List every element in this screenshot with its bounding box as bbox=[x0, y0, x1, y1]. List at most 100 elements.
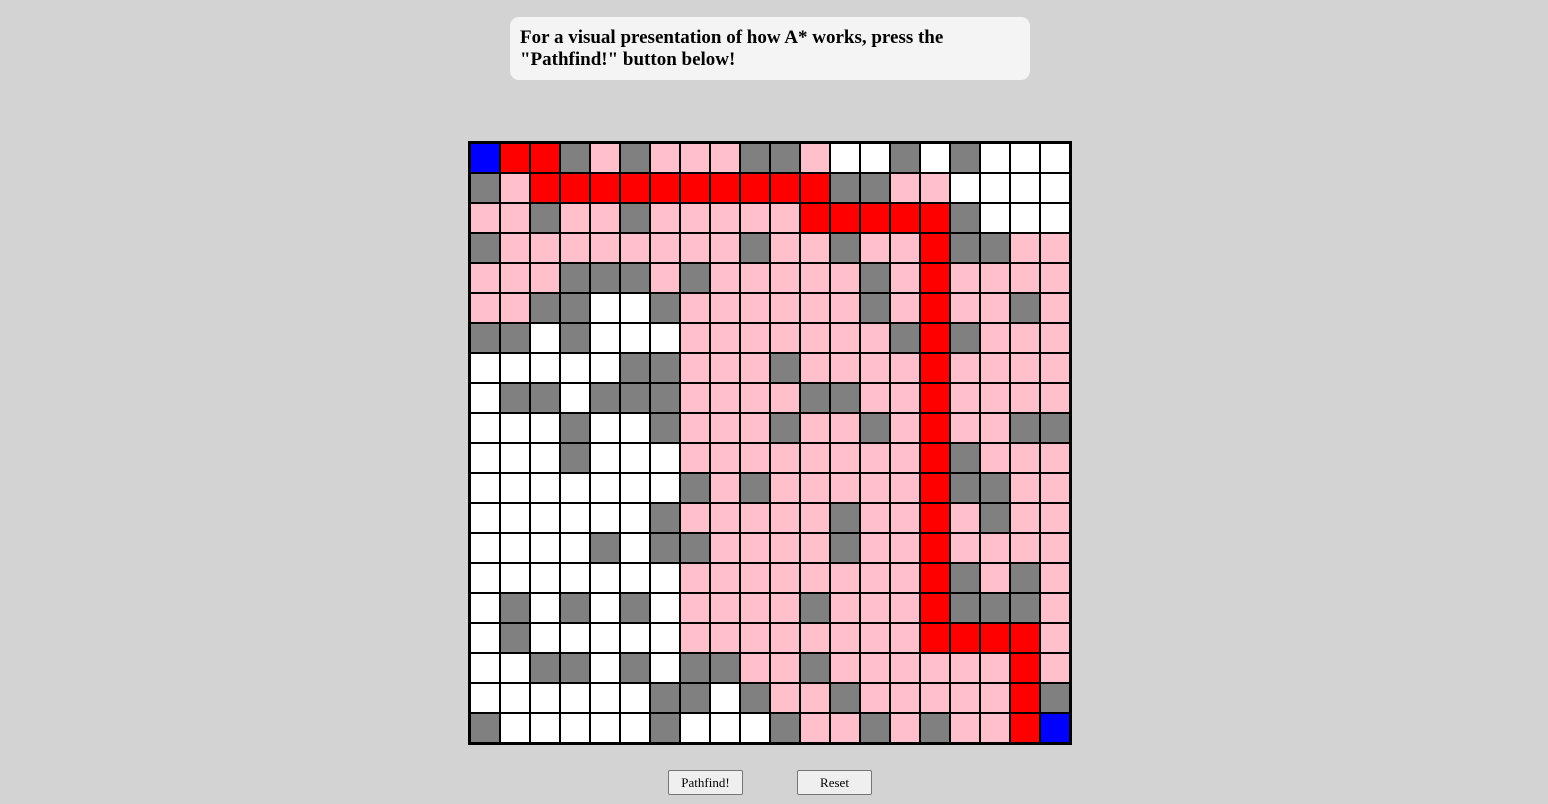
grid-cell-explored[interactable] bbox=[830, 443, 860, 473]
grid-cell-explored[interactable] bbox=[710, 533, 740, 563]
grid-cell-explored[interactable] bbox=[680, 593, 710, 623]
grid-cell-path[interactable] bbox=[920, 353, 950, 383]
grid-cell-empty[interactable] bbox=[530, 563, 560, 593]
grid-cell-wall[interactable] bbox=[830, 683, 860, 713]
grid-cell-explored[interactable] bbox=[530, 233, 560, 263]
grid-cell-explored[interactable] bbox=[890, 413, 920, 443]
grid-cell-wall[interactable] bbox=[470, 713, 500, 743]
grid-cell-explored[interactable] bbox=[1010, 533, 1040, 563]
grid-cell-explored[interactable] bbox=[800, 293, 830, 323]
grid-cell-wall[interactable] bbox=[650, 293, 680, 323]
grid-cell-wall[interactable] bbox=[530, 383, 560, 413]
grid-cell-explored[interactable] bbox=[1040, 593, 1070, 623]
grid-cell-empty[interactable] bbox=[530, 533, 560, 563]
grid-cell-explored[interactable] bbox=[890, 713, 920, 743]
grid-cell-explored[interactable] bbox=[920, 653, 950, 683]
grid-cell-explored[interactable] bbox=[920, 683, 950, 713]
grid-cell-explored[interactable] bbox=[770, 473, 800, 503]
grid-cell-explored[interactable] bbox=[980, 323, 1010, 353]
grid-cell-explored[interactable] bbox=[770, 263, 800, 293]
grid-cell-explored[interactable] bbox=[800, 683, 830, 713]
grid-cell-empty[interactable] bbox=[620, 563, 650, 593]
grid-cell-empty[interactable] bbox=[530, 443, 560, 473]
grid-cell-wall[interactable] bbox=[620, 353, 650, 383]
grid-cell-explored[interactable] bbox=[710, 593, 740, 623]
grid-cell-explored[interactable] bbox=[1010, 443, 1040, 473]
grid-cell-empty[interactable] bbox=[620, 503, 650, 533]
grid-cell-explored[interactable] bbox=[980, 533, 1010, 563]
grid-cell-wall[interactable] bbox=[740, 683, 770, 713]
grid-cell-explored[interactable] bbox=[740, 623, 770, 653]
grid-cell-explored[interactable] bbox=[980, 713, 1010, 743]
grid-cell-empty[interactable] bbox=[530, 593, 560, 623]
grid-cell-empty[interactable] bbox=[560, 473, 590, 503]
grid-cell-empty[interactable] bbox=[740, 713, 770, 743]
grid-cell-explored[interactable] bbox=[860, 323, 890, 353]
grid-cell-path[interactable] bbox=[920, 383, 950, 413]
grid-cell-explored[interactable] bbox=[980, 683, 1010, 713]
grid-cell-explored[interactable] bbox=[590, 143, 620, 173]
grid-cell-explored[interactable] bbox=[800, 713, 830, 743]
grid-cell-empty[interactable] bbox=[620, 713, 650, 743]
grid-cell-path[interactable] bbox=[920, 293, 950, 323]
grid-cell-empty[interactable] bbox=[620, 323, 650, 353]
grid-cell-explored[interactable] bbox=[740, 563, 770, 593]
grid-cell-explored[interactable] bbox=[710, 443, 740, 473]
grid-cell-explored[interactable] bbox=[860, 653, 890, 683]
grid-cell-explored[interactable] bbox=[830, 413, 860, 443]
grid-cell-empty[interactable] bbox=[590, 653, 620, 683]
grid-cell-endpoint[interactable] bbox=[1040, 713, 1070, 743]
grid-cell-wall[interactable] bbox=[770, 413, 800, 443]
grid-cell-explored[interactable] bbox=[710, 563, 740, 593]
grid-cell-wall[interactable] bbox=[470, 173, 500, 203]
grid-cell-wall[interactable] bbox=[530, 203, 560, 233]
grid-cell-empty[interactable] bbox=[650, 593, 680, 623]
grid-cell-explored[interactable] bbox=[800, 353, 830, 383]
grid-cell-wall[interactable] bbox=[950, 593, 980, 623]
grid-cell-empty[interactable] bbox=[530, 353, 560, 383]
grid-cell-path[interactable] bbox=[740, 173, 770, 203]
grid-cell-explored[interactable] bbox=[980, 443, 1010, 473]
grid-cell-explored[interactable] bbox=[680, 233, 710, 263]
grid-cell-empty[interactable] bbox=[530, 713, 560, 743]
grid-cell-explored[interactable] bbox=[680, 353, 710, 383]
grid-cell-endpoint[interactable] bbox=[470, 143, 500, 173]
grid-cell-empty[interactable] bbox=[860, 143, 890, 173]
grid-cell-explored[interactable] bbox=[830, 623, 860, 653]
grid-cell-empty[interactable] bbox=[1010, 203, 1040, 233]
grid-cell-wall[interactable] bbox=[890, 143, 920, 173]
grid-cell-wall[interactable] bbox=[920, 713, 950, 743]
grid-cell-wall[interactable] bbox=[950, 323, 980, 353]
grid-cell-explored[interactable] bbox=[740, 593, 770, 623]
grid-cell-empty[interactable] bbox=[500, 683, 530, 713]
grid-cell-wall[interactable] bbox=[800, 383, 830, 413]
grid-cell-wall[interactable] bbox=[680, 473, 710, 503]
grid-cell-empty[interactable] bbox=[620, 473, 650, 503]
grid-cell-explored[interactable] bbox=[1040, 383, 1070, 413]
grid-cell-explored[interactable] bbox=[470, 203, 500, 233]
grid-cell-wall[interactable] bbox=[620, 263, 650, 293]
grid-cell-path[interactable] bbox=[1010, 713, 1040, 743]
grid-cell-explored[interactable] bbox=[710, 413, 740, 443]
grid-cell-empty[interactable] bbox=[530, 413, 560, 443]
grid-cell-wall[interactable] bbox=[680, 683, 710, 713]
grid-cell-explored[interactable] bbox=[770, 323, 800, 353]
grid-cell-wall[interactable] bbox=[560, 143, 590, 173]
grid-cell-explored[interactable] bbox=[920, 173, 950, 203]
grid-cell-explored[interactable] bbox=[1040, 563, 1070, 593]
grid-cell-empty[interactable] bbox=[620, 413, 650, 443]
grid-cell-explored[interactable] bbox=[770, 533, 800, 563]
grid-cell-wall[interactable] bbox=[860, 263, 890, 293]
grid-cell-wall[interactable] bbox=[1040, 683, 1070, 713]
grid-cell-explored[interactable] bbox=[980, 413, 1010, 443]
grid-cell-explored[interactable] bbox=[950, 293, 980, 323]
grid-cell-explored[interactable] bbox=[1010, 383, 1040, 413]
grid-cell-explored[interactable] bbox=[890, 503, 920, 533]
grid-cell-explored[interactable] bbox=[800, 503, 830, 533]
grid-cell-empty[interactable] bbox=[680, 713, 710, 743]
grid-cell-wall[interactable] bbox=[560, 593, 590, 623]
grid-cell-wall[interactable] bbox=[530, 293, 560, 323]
grid-cell-explored[interactable] bbox=[470, 263, 500, 293]
grid-cell-wall[interactable] bbox=[620, 653, 650, 683]
grid-cell-explored[interactable] bbox=[890, 593, 920, 623]
